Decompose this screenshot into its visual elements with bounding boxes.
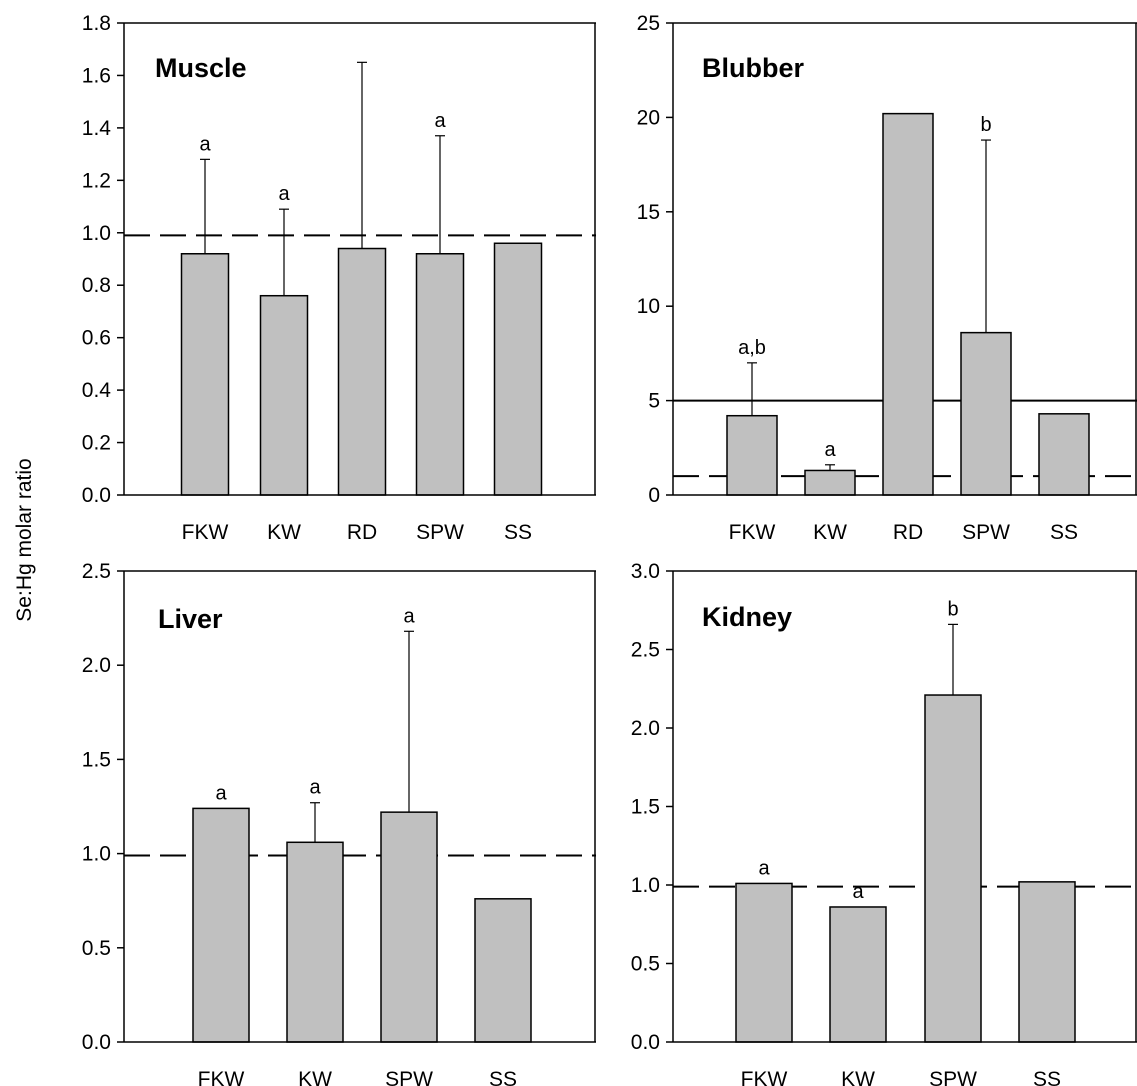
y-tick-label: 0.5 [631, 953, 660, 976]
y-tick-label: 0.4 [82, 379, 112, 402]
x-tick-label-ss: SS [489, 1068, 517, 1086]
y-tick-label: 0.0 [631, 1031, 660, 1054]
y-tick-label: 0.0 [82, 1031, 111, 1054]
panel-liver: a FKW a KW a SPW SS 0.0 0.5 1.0 1.5 2.0 2.5 Liver [82, 560, 596, 1086]
panel-muscle: a FKW a KW RD a SPW SS 0.0 0.2 0.4 0.6 0.8 1.0 1.2 1.4 1… [82, 12, 596, 544]
x-tick-label-kw: KW [298, 1068, 332, 1086]
bar-fkw [726, 414, 778, 496]
y-tick-label: 1.0 [82, 843, 111, 866]
x-tick-label-spw: SPW [929, 1068, 977, 1086]
y-tick-label: 15 [637, 201, 660, 224]
y-tick-label: 1.4 [82, 117, 112, 140]
panel-blubber: a,b FKW a KW RD b SPW SS 0 5 10 15 20 25 Blubber [637, 12, 1137, 544]
significance-label-fkw: a [758, 857, 770, 879]
bar-ss [1038, 413, 1090, 496]
panel-title: Kidney [702, 602, 792, 632]
x-tick-label-ss: SS [504, 521, 532, 544]
bar-spw [960, 331, 1012, 496]
bar-ss [1018, 881, 1076, 1043]
significance-label-spw: b [947, 598, 958, 620]
y-tick-label: 1.5 [631, 796, 660, 819]
y-tick-label: 0.2 [82, 432, 111, 455]
bar-kw [804, 469, 856, 496]
x-tick-label-fkw: FKW [729, 521, 776, 544]
x-tick-label-fkw: FKW [198, 1068, 245, 1086]
bar-ss [474, 898, 532, 1043]
panel-kidney: a FKW a KW b SPW SS 0.0 0.5 1.0 1.5 2.0 2.5 3.0 Kidney [631, 560, 1137, 1086]
bar-spw [415, 253, 465, 496]
y-tick-label: 2.5 [82, 560, 111, 583]
x-tick-label-kw: KW [267, 521, 301, 544]
x-tick-label-kw: KW [841, 1068, 875, 1086]
y-tick-label: 1.0 [82, 222, 111, 245]
significance-label-fkw: a,b [738, 337, 766, 359]
y-tick-label: 10 [637, 295, 660, 318]
panel-title: Liver [158, 604, 223, 634]
y-tick-label: 1.2 [82, 169, 111, 192]
bar-fkw [735, 882, 793, 1043]
x-tick-label-spw: SPW [416, 521, 464, 544]
bar-kw [286, 841, 344, 1043]
significance-label-spw: b [980, 114, 991, 136]
significance-label-kw: a [824, 439, 836, 461]
bar-kw [259, 294, 309, 496]
bar-rd [337, 247, 387, 496]
panel-title: Muscle [155, 53, 247, 83]
panel-title: Blubber [702, 53, 804, 83]
y-tick-label: 0.6 [82, 327, 111, 350]
y-tick-label: 2.0 [631, 717, 660, 740]
significance-label-fkw: a [215, 782, 227, 804]
significance-label-fkw: a [199, 133, 211, 155]
significance-label-kw: a [852, 881, 864, 903]
y-tick-label: 1.0 [631, 874, 660, 897]
y-tick-label: 1.8 [82, 12, 111, 35]
y-tick-label: 2.5 [631, 639, 660, 662]
bar-fkw [180, 253, 230, 496]
x-tick-label-ss: SS [1033, 1068, 1061, 1086]
y-tick-label: 2.0 [82, 654, 111, 677]
x-tick-label-fkw: FKW [741, 1068, 788, 1086]
significance-label-spw: a [403, 605, 415, 627]
y-tick-label: 3.0 [631, 560, 660, 583]
x-tick-label-fkw: FKW [182, 521, 229, 544]
x-tick-label-spw: SPW [385, 1068, 433, 1086]
y-tick-label: 25 [637, 12, 660, 35]
significance-label-kw: a [278, 183, 290, 205]
y-tick-label: 0 [648, 484, 660, 507]
bar-fkw [192, 807, 250, 1043]
y-tick-label: 20 [637, 106, 660, 129]
y-tick-label: 0.8 [82, 274, 111, 297]
x-tick-label-spw: SPW [962, 521, 1010, 544]
bar-spw [380, 811, 438, 1043]
bar-kw [829, 906, 887, 1043]
y-tick-label: 0.5 [82, 937, 111, 960]
bar-spw [924, 694, 982, 1043]
y-axis-label: Se:Hg molar ratio [13, 458, 36, 621]
bar-ss [493, 242, 543, 496]
y-tick-label: 5 [648, 390, 660, 413]
y-tick-label: 1.5 [82, 748, 111, 771]
x-tick-label-ss: SS [1050, 521, 1078, 544]
y-tick-label: 0.0 [82, 484, 111, 507]
x-tick-label-rd: RD [347, 521, 377, 544]
bar-rd [882, 112, 934, 496]
x-tick-label-rd: RD [893, 521, 923, 544]
significance-label-spw: a [434, 110, 446, 132]
y-tick-label: 1.6 [82, 64, 111, 87]
significance-label-kw: a [309, 777, 321, 799]
x-tick-label-kw: KW [813, 521, 847, 544]
